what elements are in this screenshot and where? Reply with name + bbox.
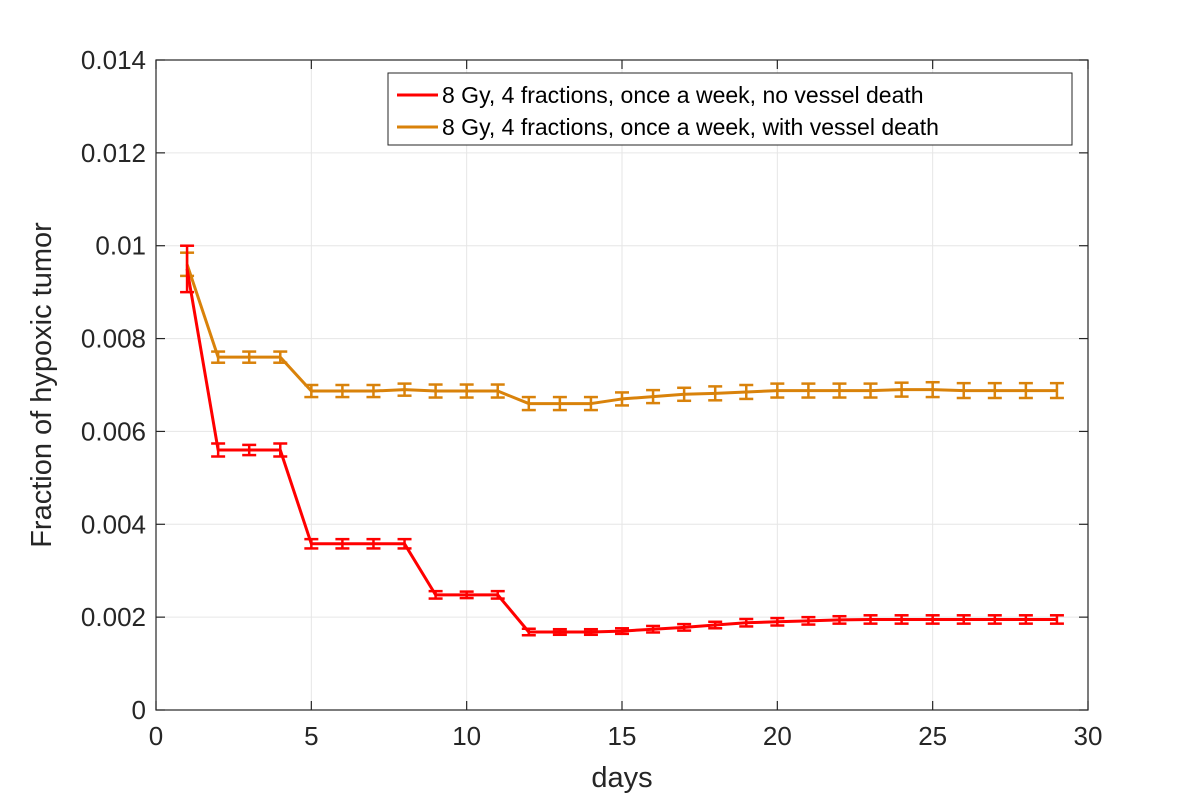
x-tick-label: 20 xyxy=(763,721,792,751)
y-tick-label: 0 xyxy=(132,695,146,725)
legend-label-no-vessel-death: 8 Gy, 4 fractions, once a week, no vesse… xyxy=(442,82,924,108)
error-bar xyxy=(677,386,692,403)
error-bar xyxy=(521,627,536,637)
error-bar xyxy=(552,395,567,412)
y-tick-label: 0.01 xyxy=(95,231,146,261)
error-bar xyxy=(242,443,257,457)
error-bar xyxy=(242,350,257,364)
error-bar xyxy=(739,383,754,401)
error-bar xyxy=(366,537,381,550)
x-tick-label: 0 xyxy=(149,721,163,751)
error-bar xyxy=(925,380,940,399)
error-bar xyxy=(894,614,909,625)
error-bar xyxy=(459,383,474,399)
error-bar xyxy=(211,350,226,364)
error-bar xyxy=(273,350,288,364)
y-axis-title: Fraction of hypoxic tumor xyxy=(26,222,58,548)
error-bar xyxy=(987,614,1002,625)
error-bar xyxy=(770,616,785,627)
error-bar xyxy=(863,382,878,399)
error-bar xyxy=(677,622,692,632)
error-bar xyxy=(739,617,754,628)
series-no-vessel-death xyxy=(180,244,1064,637)
error-bar xyxy=(428,383,443,399)
error-bar xyxy=(583,395,598,412)
error-bar xyxy=(615,627,629,636)
error-bar xyxy=(925,614,940,625)
error-bar xyxy=(1049,381,1064,400)
error-bar xyxy=(1018,381,1033,400)
legend-box xyxy=(387,72,1073,146)
error-bar xyxy=(956,614,971,625)
error-bar xyxy=(490,589,505,600)
error-bar xyxy=(459,590,474,600)
error-bar xyxy=(956,381,971,400)
error-bar xyxy=(832,614,847,625)
error-bar xyxy=(335,537,350,550)
error-bar xyxy=(521,395,536,412)
axes: 0 5 10 15 20 25 30 0 0.002 0.004 0.006 0.008 0.01 0.0… xyxy=(81,45,1103,751)
error-bar xyxy=(708,620,723,630)
y-tick-label: 0.012 xyxy=(81,138,146,168)
error-bar xyxy=(832,382,847,399)
x-tick-label: 10 xyxy=(452,721,481,751)
error-bar xyxy=(552,627,567,637)
error-bar xyxy=(583,627,598,637)
y-tick-label: 0.014 xyxy=(81,45,146,75)
error-bar xyxy=(801,382,816,399)
error-bar xyxy=(987,381,1002,400)
x-tick-label: 30 xyxy=(1074,721,1103,751)
error-bar xyxy=(863,614,878,625)
error-bar xyxy=(304,383,319,399)
error-bar xyxy=(304,537,319,550)
error-bar xyxy=(211,442,226,458)
error-bar xyxy=(1018,614,1033,625)
error-bar xyxy=(490,383,505,399)
x-tick-label: 5 xyxy=(304,721,318,751)
error-bar xyxy=(708,385,723,402)
error-bar xyxy=(335,383,350,399)
y-tick-label: 0.004 xyxy=(81,509,146,539)
error-bar xyxy=(1049,614,1064,625)
error-bar xyxy=(366,383,381,399)
error-bar xyxy=(397,382,412,397)
error-bar xyxy=(180,244,195,294)
error-bar xyxy=(397,537,412,550)
error-bar xyxy=(646,388,661,405)
error-bar xyxy=(646,624,661,634)
error-bar xyxy=(273,442,288,458)
legend: 8 Gy, 4 fractions, once a week, no vesse… xyxy=(387,72,1073,146)
x-tick-label: 25 xyxy=(918,721,947,751)
error-bar xyxy=(894,381,909,398)
y-tick-label: 0.008 xyxy=(81,324,146,354)
y-tick-label: 0.002 xyxy=(81,602,146,632)
legend-label-with-vessel-death: 8 Gy, 4 fractions, once a week, with ves… xyxy=(442,114,939,140)
error-bar xyxy=(801,615,816,626)
series-layer xyxy=(180,244,1064,637)
x-tick-label: 15 xyxy=(608,721,637,751)
error-bar xyxy=(615,391,629,407)
error-bar xyxy=(770,382,785,399)
y-tick-label: 0.006 xyxy=(81,416,146,446)
error-bar xyxy=(428,589,443,600)
x-axis-title: days xyxy=(591,762,652,794)
